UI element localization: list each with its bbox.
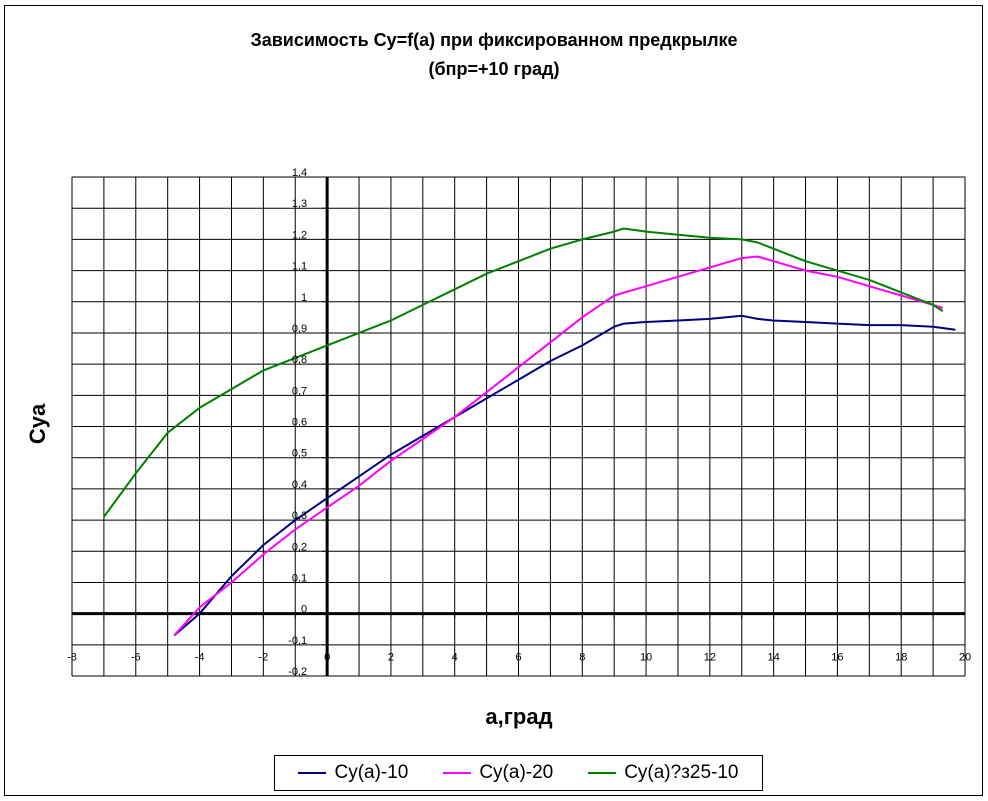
y-tick-label: 0,8 (292, 354, 307, 366)
y-tick-label: -0,1 (288, 635, 307, 647)
legend-item-series-1: Cy(a)-10 (298, 762, 408, 784)
x-tick-label: 8 (579, 652, 585, 664)
x-tick-label: 14 (768, 652, 780, 664)
x-axis-label: a,град (485, 704, 553, 729)
x-tick-label: -2 (258, 652, 268, 664)
legend-label-series-2: Cy(a)-20 (479, 762, 554, 783)
y-tick-label: -0,2 (288, 666, 307, 678)
y-tick-label: 1,4 (292, 167, 307, 179)
series-line-3 (103, 227, 944, 518)
y-tick-label: 0,6 (292, 417, 307, 429)
y-tick-label: 0,9 (292, 323, 307, 335)
x-tick-label: 4 (452, 652, 458, 664)
y-tick-label: 0 (301, 604, 307, 616)
x-tick-label: 0 (324, 652, 330, 664)
chart-legend: Cy(a)-10 Cy(a)-20 Cy(a)?з25-10 (274, 755, 763, 791)
y-tick-label: 1 (301, 292, 307, 304)
y-tick-label: 1,1 (292, 261, 307, 273)
chart-title: Зависимость Cy=f(a) при фиксированном пр… (250, 30, 738, 50)
y-tick-label: 0,1 (292, 572, 307, 584)
x-tick-label: 12 (704, 652, 716, 664)
legend-item-series-2: Cy(a)-20 (443, 762, 553, 784)
series-line-1 (173, 314, 956, 637)
x-tick-label: -6 (131, 652, 141, 664)
x-tick-label: -4 (195, 652, 205, 664)
x-tick-label: 18 (895, 652, 907, 664)
x-tick-label: -8 (67, 652, 77, 664)
legend-swatch-series-2 (443, 772, 472, 774)
y-tick-label: 0,4 (292, 479, 307, 491)
y-tick-label: 0,3 (292, 510, 307, 522)
y-axis-label: Cya (25, 403, 50, 445)
legend-swatch-series-1 (298, 772, 327, 774)
x-tick-label: 16 (831, 652, 843, 664)
x-tick-label: 10 (640, 652, 652, 664)
y-tick-label: 1,3 (292, 198, 307, 210)
x-tick-label: 2 (388, 652, 394, 664)
y-tick-label: 0,7 (292, 385, 307, 397)
y-tick-label: 0,2 (292, 541, 307, 553)
y-tick-label: 1,2 (292, 229, 307, 241)
chart-frame (4, 5, 983, 796)
x-tick-label: 6 (515, 652, 521, 664)
legend-label-series-1: Cy(a)-10 (334, 762, 409, 783)
y-tick-label: 0,5 (292, 448, 307, 460)
chart-subtitle: (бпр=+10 град) (428, 59, 560, 79)
legend-swatch-series-3 (588, 772, 617, 774)
x-tick-label: 20 (959, 652, 971, 664)
legend-item-series-3: Cy(a)?з25-10 (588, 762, 739, 784)
legend-label-series-3: Cy(a)?з25-10 (624, 762, 739, 783)
series-line-2 (173, 255, 944, 637)
